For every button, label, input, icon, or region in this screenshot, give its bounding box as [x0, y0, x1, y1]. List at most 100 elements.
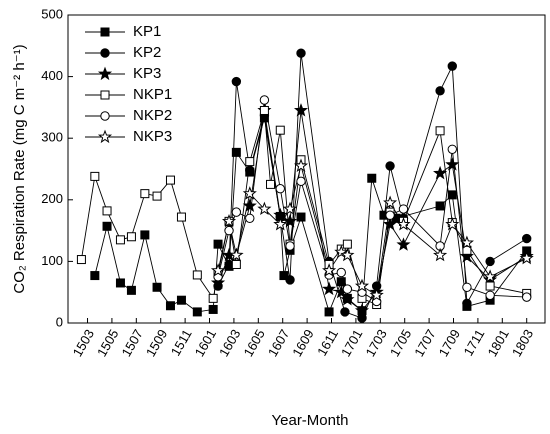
- y-tick-label: 300: [41, 130, 63, 145]
- marker: [221, 213, 237, 228]
- x-tick-label: 1705: [387, 327, 414, 360]
- x-axis-label: Year-Month: [272, 412, 349, 429]
- y-tick-label: 100: [41, 253, 63, 268]
- marker: [245, 213, 255, 223]
- marker: [385, 210, 395, 220]
- x-tick-label: 1607: [265, 327, 292, 360]
- marker: [259, 95, 270, 105]
- series-line: [217, 164, 527, 297]
- marker: [336, 267, 346, 278]
- marker: [445, 216, 460, 231]
- marker: [115, 235, 125, 245]
- marker: [282, 201, 298, 216]
- marker: [293, 103, 309, 117]
- x-tick-label: 1609: [289, 327, 316, 360]
- marker: [519, 250, 534, 265]
- marker: [435, 86, 445, 96]
- marker: [296, 48, 306, 58]
- series-line: [217, 53, 527, 319]
- marker: [336, 277, 346, 287]
- marker: [231, 76, 242, 87]
- marker: [165, 301, 175, 311]
- marker: [342, 239, 352, 249]
- marker: [522, 233, 532, 244]
- x-tick-label: 1707: [411, 327, 438, 360]
- marker: [90, 271, 100, 281]
- marker: [208, 293, 218, 303]
- marker: [279, 271, 289, 281]
- x-tick-label: 1801: [484, 327, 511, 360]
- marker: [322, 263, 337, 277]
- marker: [282, 214, 298, 228]
- marker: [296, 176, 306, 187]
- legend-label: KP2: [133, 44, 161, 61]
- marker: [483, 269, 498, 283]
- marker: [357, 313, 367, 323]
- marker: [257, 201, 272, 216]
- marker: [126, 285, 136, 295]
- marker: [126, 232, 136, 242]
- legend-label: KP3: [133, 65, 161, 82]
- marker: [340, 292, 355, 306]
- marker: [334, 244, 349, 259]
- marker: [140, 230, 150, 240]
- marker: [398, 204, 409, 214]
- legend-label: NKP3: [133, 128, 172, 145]
- x-tick-label: 1511: [168, 327, 195, 359]
- marker: [385, 161, 395, 171]
- marker: [383, 216, 398, 231]
- legend-marker: [100, 48, 110, 58]
- marker: [245, 157, 255, 167]
- x-tick-label: 1703: [362, 327, 389, 360]
- marker: [115, 278, 125, 288]
- marker: [367, 173, 377, 183]
- marker: [340, 247, 355, 262]
- x-tick-label: 1507: [118, 327, 145, 360]
- y-axis-label: CO₂ Respiration Rate (mg C m⁻² h⁻¹): [11, 44, 28, 293]
- marker: [293, 158, 309, 172]
- y-tick-label: 0: [56, 314, 63, 329]
- marker: [242, 186, 257, 200]
- plot-frame: [67, 14, 546, 324]
- marker: [322, 281, 337, 296]
- legend-label: NKP2: [133, 107, 172, 124]
- marker: [383, 195, 398, 209]
- marker: [285, 275, 295, 285]
- x-tick-label: 1803: [509, 327, 536, 360]
- marker: [354, 303, 370, 317]
- marker: [210, 263, 226, 277]
- marker: [462, 245, 472, 255]
- marker: [102, 221, 112, 231]
- marker: [213, 239, 223, 249]
- marker: [176, 212, 186, 222]
- x-tick-label: 1711: [461, 327, 488, 359]
- legend-marker: [100, 111, 110, 121]
- x-tick-label: 1503: [70, 327, 97, 360]
- marker: [459, 235, 474, 249]
- marker: [152, 282, 162, 292]
- legend-label: KP1: [133, 23, 161, 40]
- marker: [447, 61, 457, 71]
- marker: [275, 184, 285, 194]
- marker: [522, 292, 532, 302]
- marker: [76, 255, 86, 265]
- marker: [231, 207, 242, 217]
- marker: [176, 295, 186, 305]
- marker: [224, 225, 234, 236]
- marker: [229, 247, 244, 262]
- marker: [462, 298, 472, 308]
- marker: [102, 206, 112, 216]
- marker: [324, 307, 334, 317]
- marker: [485, 281, 495, 291]
- legend-label: NKP1: [133, 86, 172, 103]
- legend-marker: [100, 90, 110, 100]
- marker: [273, 216, 288, 231]
- y-tick-label: 200: [41, 191, 63, 206]
- x-tick-label: 1509: [143, 327, 170, 360]
- marker: [259, 105, 269, 115]
- marker: [447, 144, 457, 154]
- marker: [396, 237, 411, 251]
- legend-marker: [100, 27, 110, 37]
- marker: [396, 216, 411, 231]
